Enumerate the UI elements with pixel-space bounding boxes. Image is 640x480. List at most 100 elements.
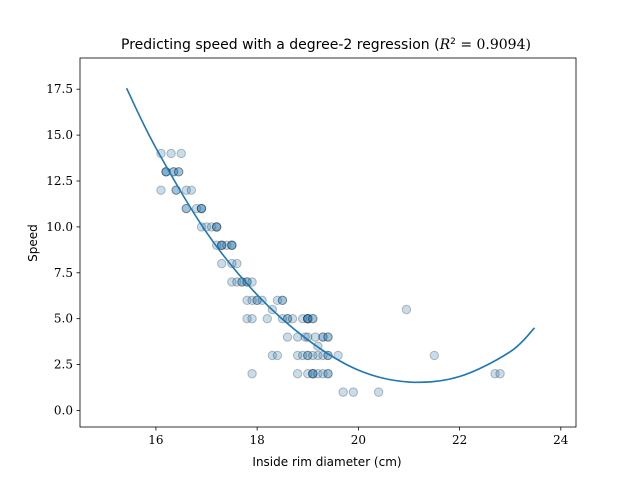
data-point [308, 369, 318, 379]
data-point [166, 148, 176, 159]
data-point [308, 313, 318, 324]
data-point [227, 277, 237, 287]
data-point [217, 240, 227, 250]
data-point [277, 295, 288, 306]
data-point [313, 350, 323, 361]
data-point [196, 203, 207, 214]
data-point [292, 350, 303, 361]
data-point [338, 387, 348, 397]
data-point [277, 295, 288, 306]
data-point [310, 332, 321, 342]
data-point [173, 167, 184, 177]
data-point [282, 332, 293, 342]
data-point [272, 295, 283, 306]
data-point [196, 203, 207, 214]
data-point [242, 277, 252, 287]
data-point [211, 222, 222, 232]
data-point [323, 369, 333, 379]
chart-title-r2-value: = 0.9094) [456, 37, 531, 53]
data-point [348, 387, 359, 397]
data-point [303, 313, 313, 324]
data-point [232, 277, 242, 287]
data-point [292, 369, 303, 379]
data-point [323, 369, 333, 379]
data-point [308, 313, 318, 324]
data-point [262, 313, 272, 324]
data-point [297, 313, 308, 324]
data-point [247, 369, 257, 379]
data-point [308, 369, 318, 379]
data-point [373, 387, 384, 397]
data-point [297, 350, 308, 361]
y-axis: 0.0 2.5 5.0 7.5 10.0 12.5 15.0 17.5 [46, 82, 80, 417]
data-point [211, 222, 222, 232]
scatter-points [156, 148, 505, 397]
data-point [227, 240, 237, 250]
chart-title-prefix: Predicting speed with a degree-2 regress… [121, 37, 440, 53]
data-point [222, 240, 232, 250]
data-point [181, 185, 191, 195]
chart-title: Predicting speed with a degree-2 regress… [121, 37, 531, 53]
data-point [242, 313, 252, 324]
data-point [323, 332, 333, 342]
y-tick-label: 2.5 [54, 358, 73, 372]
x-tick-label: 24 [553, 433, 569, 447]
x-tick-label: 20 [351, 433, 366, 447]
y-tick-label: 17.5 [46, 82, 73, 96]
data-point [211, 222, 222, 232]
data-point [227, 240, 237, 250]
x-axis-label: Inside rim diameter (cm) [252, 455, 401, 469]
y-tick-label: 7.5 [54, 266, 73, 280]
data-point [313, 369, 323, 379]
x-tick-label: 16 [148, 433, 163, 447]
data-point [323, 332, 333, 342]
data-point [227, 240, 237, 250]
data-point [303, 350, 313, 361]
data-point [318, 332, 328, 342]
chart-title-r2-sup: 2 [450, 37, 456, 47]
data-point [272, 350, 283, 361]
data-point [490, 369, 500, 379]
data-point [287, 313, 298, 324]
data-point [303, 369, 313, 379]
data-point [217, 240, 227, 250]
y-axis-label: Speed [26, 224, 40, 262]
data-point [196, 203, 207, 214]
data-point [247, 295, 257, 306]
x-tick-label: 22 [452, 433, 467, 447]
data-point [186, 185, 197, 195]
data-point [156, 185, 166, 195]
data-point [429, 350, 439, 361]
data-point [318, 369, 328, 379]
plot-frame [79, 57, 577, 428]
y-tick-label: 12.5 [46, 174, 73, 188]
data-point [303, 313, 313, 324]
data-point [308, 350, 318, 361]
data-point [303, 350, 313, 361]
data-point [217, 240, 227, 250]
data-point [303, 313, 313, 324]
data-point [227, 258, 237, 269]
data-point [206, 222, 217, 232]
x-tick-label: 18 [250, 433, 265, 447]
y-tick-label: 0.0 [54, 403, 73, 417]
data-point [267, 350, 278, 361]
data-point [247, 277, 257, 287]
data-point [242, 295, 252, 306]
data-point [242, 277, 252, 287]
data-point [303, 313, 313, 324]
data-point [247, 313, 257, 324]
data-point [232, 258, 242, 269]
data-point [191, 203, 202, 214]
chart-title-r2: R [439, 37, 451, 53]
data-point [401, 304, 412, 315]
data-point [217, 258, 227, 269]
data-point [173, 167, 184, 177]
y-tick-label: 10.0 [46, 220, 73, 234]
data-point [176, 148, 186, 159]
data-point [495, 369, 505, 379]
y-tick-label: 5.0 [54, 312, 73, 326]
data-point [318, 332, 328, 342]
data-point [308, 369, 318, 379]
